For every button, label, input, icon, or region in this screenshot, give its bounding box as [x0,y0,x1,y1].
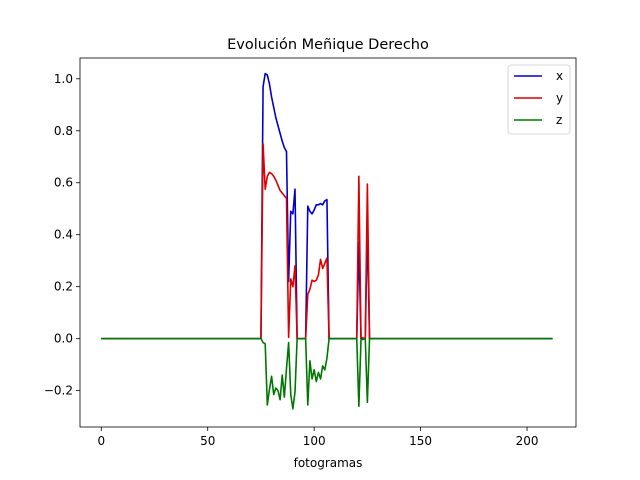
legend-box [507,64,571,135]
y-axis: −0.2 0.0 0.2 0.4 0.6 0.8 1.0 [44,72,80,398]
y-tick-label: 0.8 [54,124,73,138]
x-tick-label: 200 [516,434,539,448]
plot-frame [79,57,577,428]
series-line-z [101,337,553,410]
legend-label-x: x [556,69,563,83]
x-axis-label: fotogramas [294,456,363,470]
legend-label-z: z [556,113,562,127]
x-tick-label: 50 [200,434,215,448]
y-tick-label: 0.4 [54,228,73,242]
legend-label-y: y [556,91,563,105]
y-tick-label: 0.2 [54,280,73,294]
x-tick-label: 150 [409,434,432,448]
x-axis: 0 50 100 150 200 [97,427,538,448]
y-tick-label: −0.2 [44,384,73,398]
plot-area [79,57,577,428]
y-tick-label: 1.0 [54,72,73,86]
chart-title: Evolución Meñique Derecho [227,37,429,53]
x-tick-label: 0 [97,434,105,448]
x-tick-label: 100 [303,434,326,448]
legend: xyz [507,64,571,135]
y-tick-label: 0.6 [54,176,73,190]
y-tick-label: 0.0 [54,332,73,346]
